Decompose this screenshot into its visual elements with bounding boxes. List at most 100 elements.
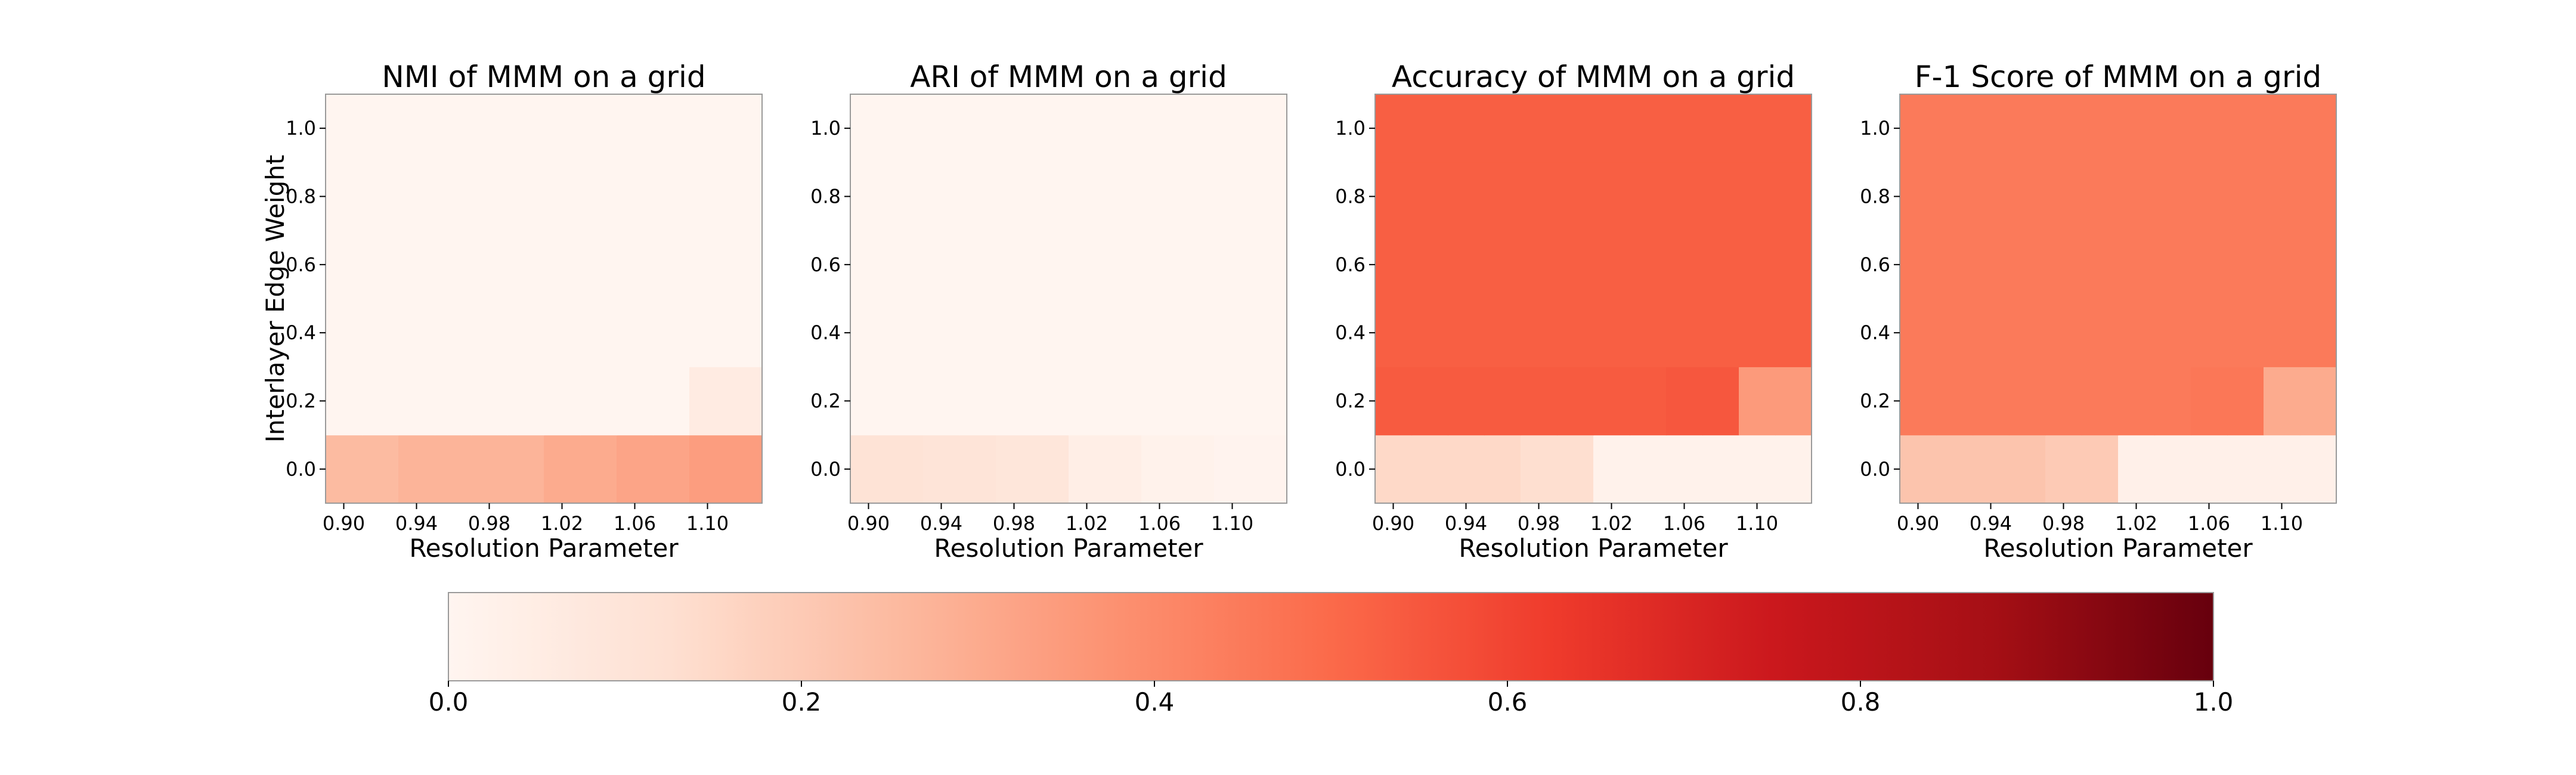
y-tick-label: 0.6: [810, 253, 841, 276]
heatmap-cell: [1411, 299, 1448, 367]
heatmap-cell: [1375, 94, 1412, 163]
heatmap-cell: [471, 230, 508, 299]
heatmap-cell: [1973, 162, 2010, 231]
heatmap-cell: [1141, 230, 1178, 299]
heatmap-cell: [689, 367, 726, 436]
heatmap-cell: [1666, 162, 1703, 231]
heatmap-cell: [689, 299, 726, 367]
heatmap-cell: [1032, 162, 1069, 231]
y-tick-label: 0.6: [1335, 253, 1366, 276]
heatmap-cell: [507, 94, 544, 163]
heatmap-cell: [1739, 94, 1776, 163]
heatmap-cell: [435, 367, 472, 436]
heatmap-cell: [2154, 162, 2191, 231]
heatmap-cell: [1973, 299, 2010, 367]
heatmap-cell: [1448, 435, 1485, 504]
heatmap-cell: [1105, 230, 1142, 299]
heatmap-cell: [1214, 435, 1251, 504]
x-axis-label: Resolution Parameter: [1983, 534, 2253, 563]
x-tick-label: 0.94: [1445, 512, 1487, 535]
heatmap-cell: [2264, 94, 2301, 163]
heatmap-cell: [2154, 230, 2191, 299]
heatmap-cell: [1105, 367, 1142, 436]
heatmap-cell: [580, 367, 617, 436]
heatmap-cell: [1484, 435, 1521, 504]
x-axis-label: Resolution Parameter: [1459, 534, 1728, 563]
heatmap-cell: [1666, 94, 1703, 163]
heatmap-cell: [617, 367, 654, 436]
heatmap-cell: [2264, 435, 2301, 504]
heatmap-cell: [1484, 230, 1521, 299]
x-tick-label: 1.06: [1663, 512, 1705, 535]
heatmap-cell: [1448, 367, 1485, 436]
heatmap-cell: [2227, 162, 2264, 231]
heatmap-cell: [1375, 299, 1412, 367]
x-axis-label: Resolution Parameter: [409, 534, 679, 563]
heatmap-cell: [850, 162, 887, 231]
heatmap-cell: [1105, 94, 1142, 163]
heatmap-cell: [617, 230, 654, 299]
heatmap-cell: [2300, 367, 2337, 436]
heatmap-cell: [653, 367, 690, 436]
heatmap-cell: [1141, 299, 1178, 367]
heatmap-cell: [1448, 299, 1485, 367]
plot-frame: [1374, 94, 1812, 504]
heatmap-cell: [1702, 230, 1739, 299]
heatmap-cell: [726, 299, 763, 367]
heatmap-cell: [1775, 367, 1812, 436]
heatmap-cell: [689, 162, 726, 231]
heatmap-cell: [726, 94, 763, 163]
heatmap-cell: [1411, 230, 1448, 299]
y-tick-label: 0.4: [1335, 321, 1366, 344]
heatmap-cell: [1411, 435, 1448, 504]
heatmap-cell: [1900, 230, 1937, 299]
heatmap-cell: [617, 299, 654, 367]
heatmap-cell: [653, 94, 690, 163]
heatmap-cell: [959, 162, 996, 231]
heatmap-cell: [2264, 299, 2301, 367]
heatmap-cell: [1032, 230, 1069, 299]
x-tick-label: 1.02: [2115, 512, 2157, 535]
heatmap-cell: [1973, 435, 2010, 504]
heatmap-cell: [1666, 299, 1703, 367]
heatmap-cell: [996, 94, 1033, 163]
heatmap-cell: [959, 230, 996, 299]
heatmap-cell: [996, 230, 1033, 299]
x-tick-label: 0.90: [323, 512, 365, 535]
heatmap-cell: [1178, 367, 1215, 436]
heatmap-cell: [2191, 162, 2228, 231]
heatmap-cell: [653, 230, 690, 299]
heatmap-cell: [887, 367, 924, 436]
heatmap-cell: [653, 299, 690, 367]
x-tick-label: 1.10: [1736, 512, 1778, 535]
heatmap-cell: [398, 94, 435, 163]
heatmap-cell: [1702, 435, 1739, 504]
heatmap-cell: [1375, 162, 1412, 231]
heatmap-cell: [2191, 299, 2228, 367]
heatmap-cell: [1141, 162, 1178, 231]
heatmap-cell: [2045, 435, 2082, 504]
heatmap-cell: [2300, 435, 2337, 504]
heatmap-cell: [1630, 230, 1667, 299]
heatmap-cell: [471, 435, 508, 504]
heatmap-cell: [1069, 299, 1106, 367]
x-tick-label: 0.98: [993, 512, 1035, 535]
heatmap-cell: [850, 230, 887, 299]
heatmap-cell: [1250, 162, 1287, 231]
heatmap-cell: [1521, 435, 1558, 504]
heatmap-cell: [362, 435, 399, 504]
heatmap-cell: [2227, 230, 2264, 299]
y-tick-label: 0.4: [286, 321, 316, 344]
x-tick-label: 1.06: [614, 512, 656, 535]
heatmap-cell: [2082, 299, 2119, 367]
heatmap-cell: [435, 299, 472, 367]
heatmap-cell: [2009, 162, 2046, 231]
heatmap-cell: [1593, 435, 1630, 504]
heatmap-cell: [1630, 162, 1667, 231]
y-tick-label: 0.0: [810, 458, 841, 480]
y-tick-label: 0.8: [1860, 185, 1890, 208]
colorbar-tick-label: 0.6: [1488, 687, 1528, 717]
x-tick-label: 1.10: [1211, 512, 1253, 535]
heatmap-cell: [1775, 94, 1812, 163]
